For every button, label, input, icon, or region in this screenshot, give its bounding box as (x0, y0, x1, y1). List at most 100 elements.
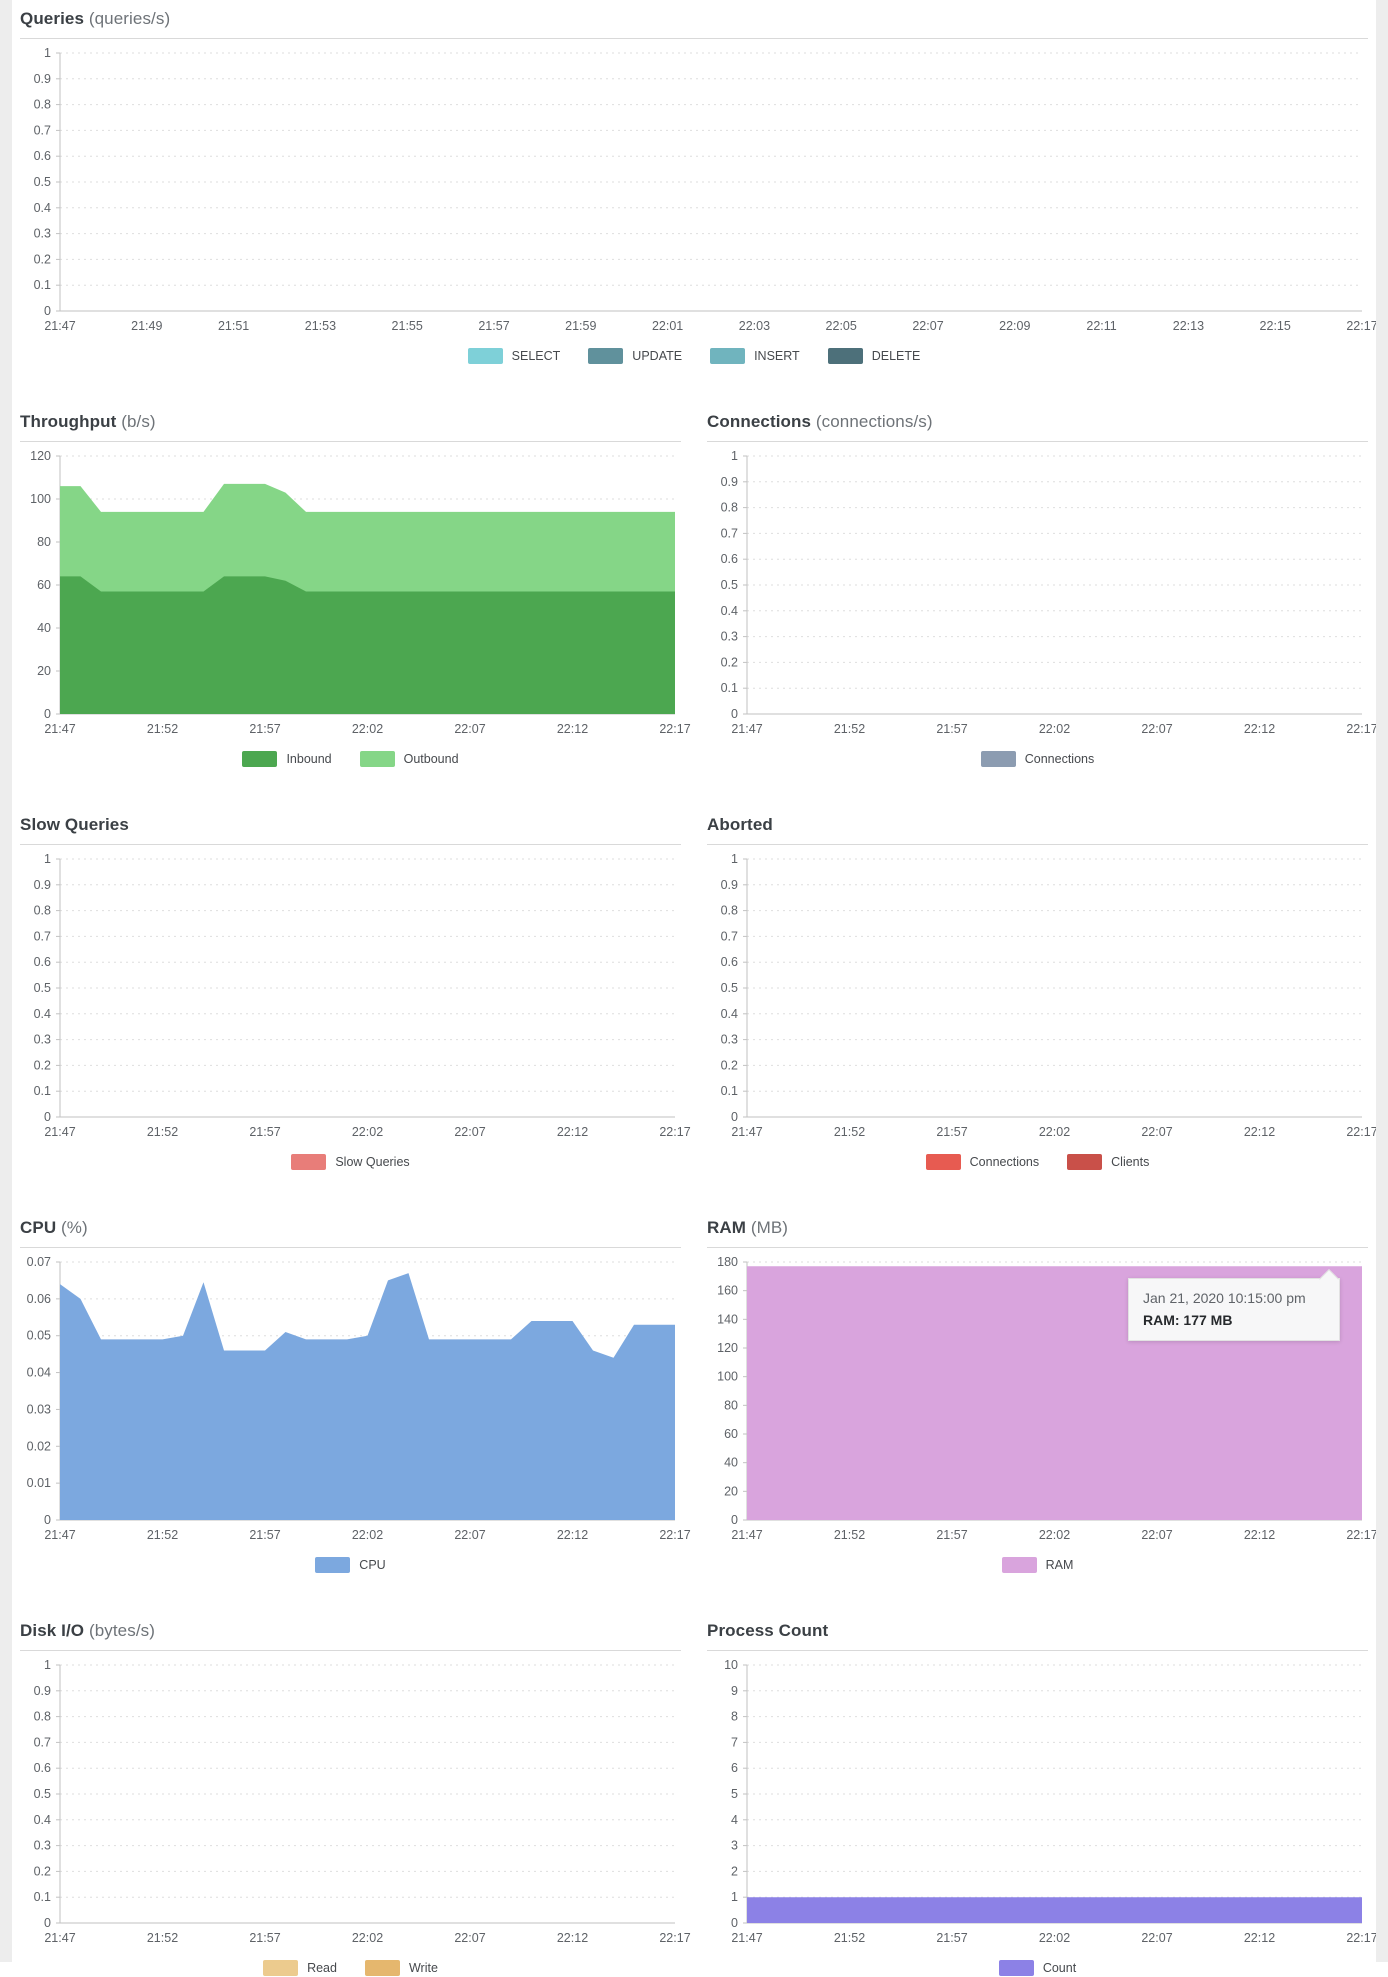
legend-item-clients[interactable]: Clients (1067, 1154, 1149, 1170)
queries-chart-title: Queries (queries/s) (20, 4, 1368, 39)
svg-text:0.3: 0.3 (34, 1033, 51, 1047)
svg-text:21:57: 21:57 (936, 1528, 967, 1542)
svg-text:0.8: 0.8 (34, 904, 51, 918)
legend-label: CPU (359, 1558, 386, 1572)
legend-swatch-icon (242, 751, 278, 767)
svg-text:22:07: 22:07 (1141, 1125, 1172, 1139)
legend-item-write[interactable]: Write (364, 1960, 438, 1976)
svg-text:22:12: 22:12 (557, 722, 588, 736)
connections-chart-panel: Connections (connections/s) 1 0.9 0.8 0.7 0.… (707, 407, 1378, 768)
svg-text:21:57: 21:57 (249, 722, 280, 736)
svg-text:1: 1 (731, 852, 738, 866)
svg-text:0.4: 0.4 (721, 1007, 738, 1021)
legend-label: Clients (1111, 1155, 1150, 1169)
svg-text:21:49: 21:49 (131, 319, 162, 333)
chart-unit-text: (bytes/s) (88, 1621, 156, 1640)
svg-text:22:02: 22:02 (1039, 1125, 1070, 1139)
chart-unit-text: (MB) (750, 1218, 789, 1237)
svg-text:7: 7 (731, 1735, 738, 1749)
legend-label: Connections (969, 1155, 1040, 1169)
svg-text:0.2: 0.2 (34, 1058, 51, 1072)
svg-text:0.01: 0.01 (27, 1476, 51, 1490)
legend-label: Outbound (403, 752, 459, 766)
legend-item-update[interactable]: UPDATE (588, 348, 682, 364)
chart-title-text: RAM (707, 1218, 747, 1237)
ram-tooltip-date: Jan 21, 2020 10:15:00 pm (1143, 1290, 1306, 1306)
svg-text:22:07: 22:07 (454, 722, 485, 736)
cpu-chart-canvas[interactable]: 0.07 0.06 0.05 0.04 0.03 0.02 0.01 0 21:47 21:52 2… (20, 1254, 691, 1546)
svg-text:1: 1 (731, 449, 738, 463)
svg-text:21:52: 21:52 (147, 1528, 178, 1542)
legend-item-connections[interactable]: Connections (980, 751, 1094, 767)
svg-text:22:15: 22:15 (1260, 319, 1291, 333)
chart-unit-text: (%) (61, 1218, 88, 1237)
svg-text:0.6: 0.6 (721, 552, 738, 566)
legend-swatch-icon (925, 1154, 961, 1170)
svg-text:9: 9 (731, 1684, 738, 1698)
svg-text:0: 0 (731, 1916, 738, 1930)
svg-text:22:17: 22:17 (659, 1528, 690, 1542)
svg-text:0.4: 0.4 (721, 604, 738, 618)
legend-item-inbound[interactable]: Inbound (242, 751, 332, 767)
chart-row-3: Slow Queries 1 0.9 0.8 0.7 0.6 0.5 0.4 0.3 0.2 0.… (20, 810, 1378, 1171)
chart-title-text: Queries (20, 9, 85, 28)
legend-swatch-icon (263, 1960, 299, 1976)
svg-text:0.1: 0.1 (721, 681, 738, 695)
svg-text:0.1: 0.1 (721, 1084, 738, 1098)
legend-item-delete[interactable]: DELETE (827, 348, 920, 364)
chart-row-1: Queries (queries/s) 1 0.9 0.8 0.7 0.6 0.5 0.4 0… (20, 0, 1378, 365)
legend-item-insert[interactable]: INSERT (710, 348, 800, 364)
chart-title-text: Process Count (707, 1621, 829, 1640)
legend-swatch-icon (588, 348, 624, 364)
svg-text:0.6: 0.6 (34, 955, 51, 969)
svg-text:22:12: 22:12 (1244, 722, 1275, 736)
chart-unit-text: (connections/s) (815, 412, 933, 431)
legend-item-read[interactable]: Read (263, 1960, 337, 1976)
ram-chart-canvas[interactable]: 180 160 140 120 100 80 60 40 20 0 21:47 21:52 21:57 2… (707, 1254, 1378, 1546)
svg-text:0.9: 0.9 (721, 878, 738, 892)
svg-text:21:47: 21:47 (44, 1931, 75, 1945)
svg-text:21:52: 21:52 (147, 1931, 178, 1945)
svg-text:0.8: 0.8 (721, 904, 738, 918)
ram-tooltip-value: RAM: 177 MB (1143, 1312, 1233, 1328)
svg-text:21:47: 21:47 (731, 1125, 762, 1139)
svg-text:0.6: 0.6 (721, 955, 738, 969)
svg-text:22:02: 22:02 (352, 1931, 383, 1945)
chart-row-2: Throughput (b/s) 120 100 80 60 40 20 0 21:47 21:… (20, 407, 1378, 768)
legend-item-outbound[interactable]: Outbound (359, 751, 459, 767)
svg-text:0: 0 (44, 707, 51, 721)
queries-chart-canvas[interactable]: 1 0.9 0.8 0.7 0.6 0.5 0.4 0.3 0.2 0.1 0 21:47 21:49 2… (20, 45, 1378, 337)
svg-text:0.8: 0.8 (34, 1710, 51, 1724)
svg-text:0.9: 0.9 (34, 1684, 51, 1698)
throughput-chart-canvas[interactable]: 120 100 80 60 40 20 0 21:47 21:52 21:57 22:02 22:07… (20, 448, 691, 740)
svg-text:22:17: 22:17 (659, 1931, 690, 1945)
aborted-chart-canvas[interactable]: 1 0.9 0.8 0.7 0.6 0.5 0.4 0.3 0.2 0.1 0 21:47 21:52 2… (707, 851, 1378, 1143)
legend-item-ram[interactable]: RAM (1001, 1557, 1073, 1573)
svg-text:0.7: 0.7 (721, 929, 738, 943)
svg-text:22:07: 22:07 (1141, 1528, 1172, 1542)
svg-text:0.7: 0.7 (721, 526, 738, 540)
svg-text:0.3: 0.3 (34, 227, 51, 241)
legend-item-connections[interactable]: Connections (925, 1154, 1040, 1170)
svg-text:10: 10 (724, 1658, 738, 1672)
svg-text:0.7: 0.7 (34, 1735, 51, 1749)
legend-item-cpu[interactable]: CPU (315, 1557, 386, 1573)
chart-title-text: Slow Queries (20, 815, 129, 834)
svg-text:22:13: 22:13 (1173, 319, 1204, 333)
svg-text:0.4: 0.4 (34, 1813, 51, 1827)
svg-text:21:47: 21:47 (731, 1931, 762, 1945)
legend-swatch-icon (359, 751, 395, 767)
legend-item-count[interactable]: Count (998, 1960, 1076, 1976)
svg-text:22:12: 22:12 (557, 1528, 588, 1542)
svg-text:22:12: 22:12 (1244, 1125, 1275, 1139)
connections-chart-canvas[interactable]: 1 0.9 0.8 0.7 0.6 0.5 0.4 0.3 0.2 0.1 0 21:47 21:52 2… (707, 448, 1378, 740)
legend-item-select[interactable]: SELECT (467, 348, 561, 364)
svg-text:0.2: 0.2 (34, 1864, 51, 1878)
legend-item-slow-queries[interactable]: Slow Queries (291, 1154, 410, 1170)
svg-text:21:47: 21:47 (731, 1528, 762, 1542)
process-count-chart-canvas[interactable]: 10 9 8 7 6 5 4 3 2 1 0 21:47 21:52 21:57 22:02 22:07 22:… (707, 1657, 1378, 1949)
slow-queries-chart-canvas[interactable]: 1 0.9 0.8 0.7 0.6 0.5 0.4 0.3 0.2 0.1 0 21:47 21:52 2… (20, 851, 691, 1143)
legend-label: SELECT (511, 349, 561, 363)
svg-text:0.2: 0.2 (721, 655, 738, 669)
disk-io-chart-canvas[interactable]: 1 0.9 0.8 0.7 0.6 0.5 0.4 0.3 0.2 0.1 0 21:47 21:52 2… (20, 1657, 691, 1949)
